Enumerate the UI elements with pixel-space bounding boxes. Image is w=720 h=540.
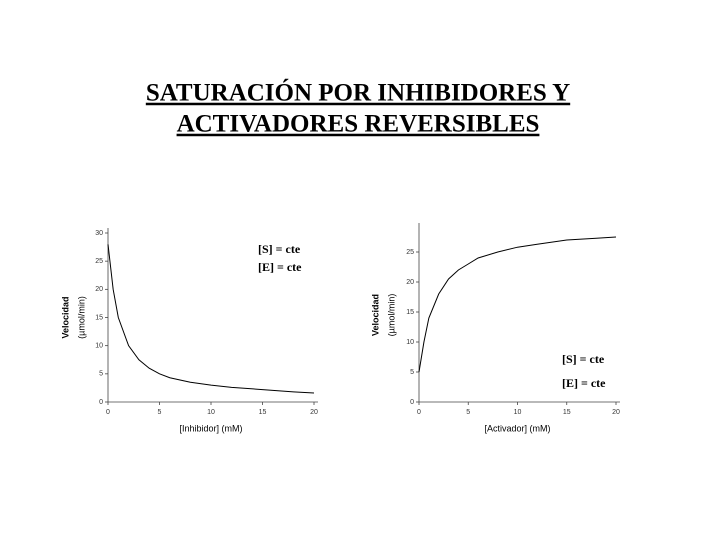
- x-tick-label: 20: [310, 409, 318, 416]
- x-tick-label: 20: [612, 409, 620, 416]
- y-tick-label: 5: [99, 371, 103, 378]
- x-axis-label: [Activador] (mM): [484, 423, 550, 433]
- curve: [418, 236, 617, 373]
- annotation: [E] = cte: [562, 376, 606, 390]
- x-tick-label: 0: [417, 409, 421, 416]
- y-tick-label: 15: [95, 314, 103, 321]
- y-tick-label: 0: [99, 399, 103, 406]
- x-axis-label: [Inhibidor] (mM): [179, 423, 242, 433]
- y-tick-label: 30: [95, 230, 103, 237]
- x-tick-label: 5: [466, 409, 470, 416]
- annotation: [S] = cte: [562, 352, 605, 366]
- x-tick-label: 5: [158, 409, 162, 416]
- y-axis-label: (µmol/min): [76, 296, 86, 339]
- y-tick-label: 5: [410, 369, 414, 376]
- y-tick-label: 10: [95, 343, 103, 350]
- y-tick-label: 15: [406, 309, 414, 316]
- x-tick-label: 15: [563, 409, 571, 416]
- y-tick-label: 0: [410, 399, 414, 406]
- x-tick-label: 0: [106, 409, 110, 416]
- y-tick-label: 25: [406, 249, 414, 256]
- curve: [107, 244, 315, 394]
- y-axis-label: (µmol/min): [386, 294, 396, 337]
- y-tick-label: 20: [95, 286, 103, 293]
- y-tick-label: 10: [406, 339, 414, 346]
- annotation: [E] = cte: [258, 260, 302, 274]
- x-tick-label: 10: [514, 409, 522, 416]
- y-tick-label: 25: [95, 258, 103, 265]
- y-axis-label: Velocidad: [60, 296, 70, 338]
- y-tick-label: 20: [406, 279, 414, 286]
- x-tick-label: 10: [207, 409, 215, 416]
- y-axis-label: Velocidad: [370, 294, 380, 336]
- slide-title: SATURACIÓN POR INHIBIDORES Y: [146, 79, 570, 107]
- slide-title: ACTIVADORES REVERSIBLES: [177, 111, 540, 138]
- x-tick-label: 15: [259, 409, 267, 416]
- annotation: [S] = cte: [258, 242, 301, 256]
